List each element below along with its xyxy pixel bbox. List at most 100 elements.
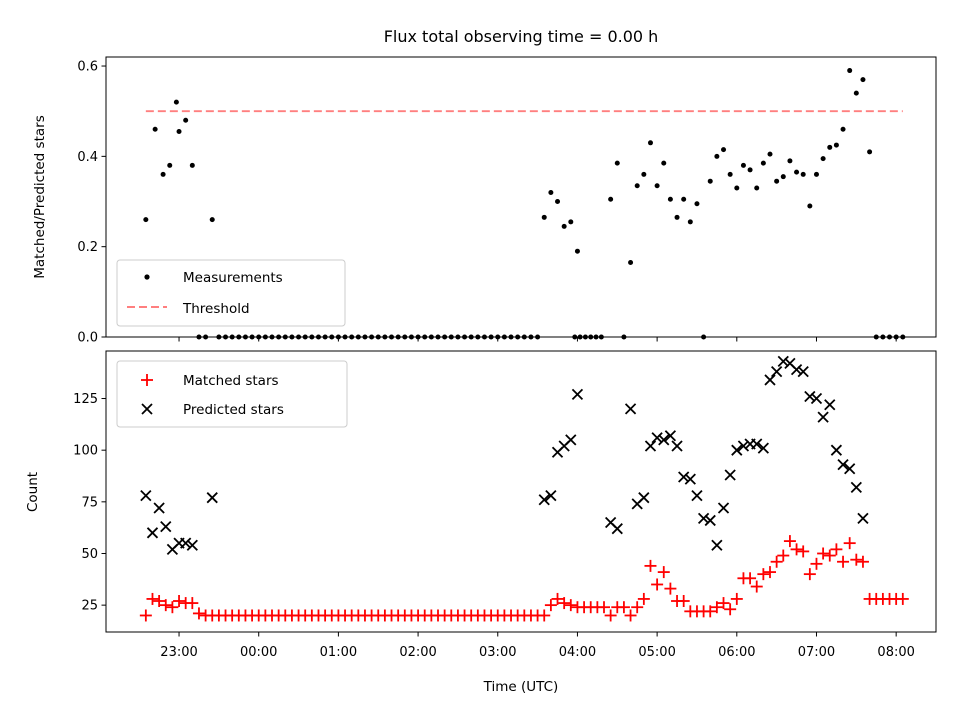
predicted-star-point (678, 471, 690, 483)
measurement-point (614, 160, 620, 166)
matched-star-point (544, 599, 557, 612)
bottom-y-tick-label: 100 (73, 444, 98, 459)
measurement-point (734, 185, 740, 191)
matched-star-point (551, 592, 564, 605)
measurement-point (694, 201, 700, 207)
bottom-legend-box (116, 360, 348, 428)
matched-star-point (783, 535, 796, 548)
measurement-point (173, 99, 179, 105)
measurement-point (189, 162, 195, 168)
matched-star-point (823, 549, 836, 562)
matched-star-point (730, 592, 743, 605)
matched-star-point (644, 559, 657, 572)
matched-star-point (153, 595, 166, 608)
measurement-point (860, 77, 866, 83)
predicted-star-point (777, 355, 789, 367)
top-legend-box (116, 259, 346, 327)
measurement-point (800, 171, 806, 177)
x-tick-label: 06:00 (718, 645, 755, 660)
predicted-star-point (717, 502, 730, 514)
predicted-star-point (671, 440, 683, 452)
predicted-star-point (186, 539, 198, 551)
predicted-star-point (844, 463, 856, 475)
matched-star-point (817, 547, 830, 560)
measurement-point (813, 171, 819, 177)
top-y-axis-label: Matched/Predicted stars (32, 115, 48, 278)
measurement-point (714, 153, 720, 159)
measurement-point (143, 217, 149, 223)
predicted-star-point (804, 390, 816, 403)
bottom-panel: Count Time (UTC) 25 50 75 100 125 23:00 00:00… (25, 350, 937, 695)
predicted-star-point (545, 489, 557, 502)
predicted-star-point (824, 399, 836, 411)
bottom-y-axis-label: Count (25, 472, 41, 512)
predicted-star-point (837, 459, 849, 471)
bottom-y-tick-label: 25 (81, 599, 98, 614)
predicted-star-point (684, 473, 696, 485)
top-legend: Measurements Threshold (116, 259, 346, 327)
top-y-tick-label: 0.4 (77, 150, 98, 165)
measurement-point (754, 185, 760, 191)
measurement-point (827, 144, 833, 150)
measurement-point (608, 196, 614, 202)
predicted-star-point (153, 502, 165, 514)
measurement-point (721, 147, 727, 153)
bottom-legend: Matched stars Predicted stars (116, 360, 348, 428)
matched-star-point (624, 609, 637, 622)
predicted-star-point (538, 494, 550, 506)
predicted-star-point (571, 388, 584, 401)
x-tick-label: 05:00 (638, 645, 675, 660)
matched-star-point (764, 566, 776, 579)
matched-star-point (166, 601, 179, 614)
x-tick-label: 08:00 (877, 645, 914, 660)
measurement-point (654, 183, 660, 189)
matched-star-point (704, 605, 717, 618)
predicted-star-point (658, 434, 670, 446)
chart-title: Flux total observing time = 0.00 h (384, 27, 659, 46)
measurement-point (555, 199, 561, 205)
x-tick-label: 03:00 (479, 645, 516, 660)
measurement-point (641, 171, 647, 177)
measurement-point (853, 90, 859, 96)
measurement-point (167, 162, 173, 168)
measurement-point (548, 189, 554, 195)
measurement-point (574, 248, 580, 254)
predicted-star-point (751, 438, 763, 450)
matched-star-point (173, 595, 186, 608)
measurement-point (833, 142, 839, 148)
predicted-star-point (731, 444, 743, 456)
bottom-y-ticks: 25 50 75 100 125 (73, 392, 106, 614)
measurement-point (681, 196, 687, 202)
legend-matched-marker (141, 374, 153, 386)
matched-star-point (850, 553, 863, 566)
measurement-point (707, 178, 713, 184)
x-tick-label: 07:00 (798, 645, 835, 660)
measurement-point (807, 203, 813, 209)
bottom-y-tick-label: 75 (81, 495, 98, 510)
predicted-star-point (140, 489, 152, 502)
matched-star-point (139, 609, 152, 622)
predicted-star-point (644, 440, 657, 452)
matched-star-point (558, 597, 571, 610)
matched-star-point (186, 597, 199, 610)
top-panel: Flux total observing time = 0.00 h Match… (32, 27, 937, 346)
matched-star-point (797, 545, 810, 558)
measurement-point (674, 214, 680, 220)
matched-star-point (744, 572, 757, 585)
predicted-star-point (651, 432, 663, 444)
predicted-star-point (771, 366, 783, 378)
matched-star-point (159, 599, 172, 612)
matched-star-point (538, 609, 551, 622)
matched-star-point (856, 555, 869, 568)
x-tick-label: 00:00 (240, 645, 277, 660)
measurement-point (760, 160, 766, 166)
legend-measurements-marker (144, 274, 150, 280)
matched-star-point (710, 601, 723, 614)
predicted-star-point (790, 363, 803, 376)
matched-star-point (810, 557, 823, 570)
top-y-tick-label: 0.2 (77, 240, 98, 255)
predicted-star-point (764, 374, 776, 386)
predicted-star-point (704, 514, 716, 527)
predicted-star-point (146, 527, 159, 539)
matched-star-point (637, 592, 650, 605)
